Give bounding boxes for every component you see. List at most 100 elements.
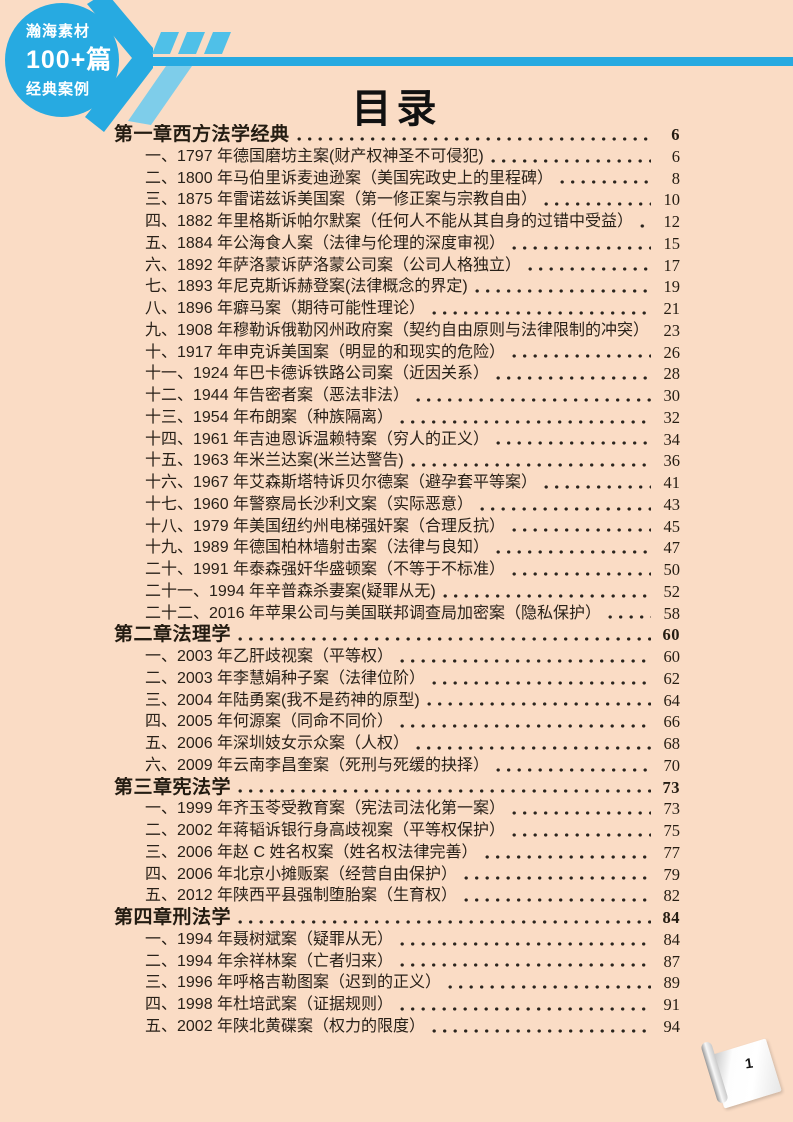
toc-item-row[interactable]: 十九、1989 年德国柏林墙射击案（法律与良知） 47 bbox=[114, 537, 680, 559]
toc-item-row-page-number: 26 bbox=[663, 342, 681, 362]
toc-item-row[interactable]: 八、1896 年癖马案（期待可能性理论） 21 bbox=[114, 298, 680, 320]
toc-chapter-row[interactable]: 第一章西方法学经典 6 bbox=[114, 124, 680, 146]
toc-item-row-label: 十四、1961 年吉迪恩诉温赖特案（穷人的正义） bbox=[145, 430, 490, 448]
page-title: 目录 bbox=[351, 87, 442, 131]
toc-item-row-page-number: 79 bbox=[663, 864, 681, 884]
toc-item-row[interactable]: 五、1884 年公海食人案（法律与伦理的深度审视） 15 bbox=[114, 233, 680, 255]
toc-item-row-page-number: 36 bbox=[663, 451, 681, 471]
dot-leader bbox=[238, 787, 651, 796]
toc-item-row[interactable]: 七、1893 年尼克斯诉赫登案(法律概念的界定) 19 bbox=[114, 276, 680, 298]
toc-chapter-row-page-number: 84 bbox=[662, 908, 680, 927]
toc-item-row[interactable]: 五、2012 年陕西平县强制堕胎案（生育权） 82 bbox=[114, 885, 680, 907]
toc-item-row[interactable]: 一、2003 年乙肝歧视案（平等权） 60 bbox=[114, 646, 680, 668]
toc-item-row[interactable]: 一、1994 年聂树斌案（疑罪从无） 84 bbox=[114, 929, 680, 951]
toc-item-row[interactable]: 一、1999 年齐玉苓受教育案（宪法司法化第一案） 73 bbox=[114, 798, 680, 820]
toc-item-row[interactable]: 九、1908 年穆勒诉俄勒冈州政府案（契约自由原则与法律限制的冲突） 23 bbox=[114, 320, 680, 342]
toc-chapter-row-label: 第四章刑法学 bbox=[114, 907, 232, 928]
toc-chapter-row-page-number: 73 bbox=[662, 777, 680, 797]
page-curl-icon: 1 bbox=[700, 1038, 790, 1114]
toc-list: 第一章西方法学经典 6 一、1797 年德国磨坊主案(财产权神圣不可侵犯) 6 二、18… bbox=[114, 124, 680, 1038]
toc-item-row-page-number: 21 bbox=[663, 299, 681, 318]
dot-leader bbox=[480, 504, 651, 513]
toc-item-row-page-number: 19 bbox=[663, 277, 681, 297]
toc-item-row-page-number: 73 bbox=[663, 799, 681, 819]
dot-leader bbox=[640, 221, 651, 230]
toc-item-row-label: 四、2005 年何源案（同命不同价） bbox=[145, 713, 394, 731]
toc-item-row[interactable]: 十三、1954 年布朗案（种族隔离） 32 bbox=[114, 407, 680, 429]
toc-item-row[interactable]: 三、1875 年雷诺兹诉美国案（第一修正案与宗教自由） 10 bbox=[114, 189, 680, 211]
toc-item-row[interactable]: 六、1892 年萨洛蒙诉萨洛蒙公司案（公司人格独立） 17 bbox=[114, 255, 680, 277]
toc-item-row[interactable]: 二十一、1994 年辛普森杀妻案(疑罪从无) 52 bbox=[114, 581, 680, 603]
dot-leader bbox=[512, 569, 651, 578]
dot-leader bbox=[490, 156, 651, 165]
toc-item-row-label: 五、2002 年陕北黄碟案（权力的限度） bbox=[145, 1017, 426, 1035]
toc-item-row[interactable]: 二十二、2016 年苹果公司与美国联邦调查局加密案（隐私保护） 58 bbox=[114, 603, 680, 625]
toc-item-row[interactable]: 三、2004 年陆勇案(我不是药神的原型) 64 bbox=[114, 690, 680, 712]
toc-item-row-page-number: 6 bbox=[671, 146, 680, 166]
toc-item-row[interactable]: 二十、1991 年泰森强奸华盛顿案（不等于不标准） 50 bbox=[114, 559, 680, 581]
toc-item-row[interactable]: 三、1996 年呼格吉勒图案（迟到的正义） 89 bbox=[114, 972, 680, 994]
stripe-icon bbox=[152, 32, 179, 54]
toc-item-row-page-number: 62 bbox=[663, 668, 681, 688]
stripe-icon bbox=[204, 32, 231, 54]
toc-chapter-row-page-number: 60 bbox=[662, 625, 680, 645]
toc-item-row-label: 五、1884 年公海食人案（法律与伦理的深度审视） bbox=[145, 234, 506, 252]
toc-item-row-label: 五、2006 年深圳妓女示众案（人权） bbox=[145, 735, 410, 752]
toc-item-row[interactable]: 二、1800 年马伯里诉麦迪逊案（美国宪政史上的里程碑） 8 bbox=[114, 168, 680, 190]
dot-leader bbox=[432, 678, 651, 687]
stripe-icon bbox=[178, 32, 205, 54]
toc-item-row[interactable]: 五、2006 年深圳妓女示众案（人权） 68 bbox=[114, 733, 680, 755]
toc-item-row[interactable]: 十一、1924 年巴卡德诉铁路公司案（近因关系） 28 bbox=[114, 363, 680, 385]
toc-item-row[interactable]: 十二、1944 年告密者案（恶法非法） 30 bbox=[114, 385, 680, 407]
toc-chapter-row[interactable]: 第四章刑法学 84 bbox=[114, 907, 680, 929]
toc-item-row[interactable]: 十四、1961 年吉迪恩诉温赖特案（穷人的正义） 34 bbox=[114, 429, 680, 451]
toc-item-row[interactable]: 二、2002 年蒋韬诉银行身高歧视案（平等权保护） 75 bbox=[114, 820, 680, 842]
toc-item-row[interactable]: 十七、1960 年警察局长沙利文案（实际恶意） 43 bbox=[114, 494, 680, 516]
toc-item-row-page-number: 60 bbox=[663, 647, 681, 666]
toc-item-row[interactable]: 四、1882 年里格斯诉帕尔默案（任何人不能从其自身的过错中受益） 12 bbox=[114, 211, 680, 233]
toc-item-row-page-number: 32 bbox=[663, 407, 681, 427]
toc-item-row[interactable]: 四、1998 年杜培武案（证据规则） 91 bbox=[114, 994, 680, 1016]
toc-item-row-label: 六、1892 年萨洛蒙诉萨洛蒙公司案（公司人格独立） bbox=[145, 256, 522, 274]
toc-chapter-row-label: 第三章宪法学 bbox=[114, 776, 232, 798]
dot-leader bbox=[560, 178, 651, 187]
toc-item-row[interactable]: 十五、1963 年米兰达案(米兰达警告) 36 bbox=[114, 450, 680, 472]
toc-chapter-row[interactable]: 第三章宪法学 73 bbox=[114, 777, 680, 799]
toc-item-row[interactable]: 二、2003 年李慧娟种子案（法律位阶） 62 bbox=[114, 668, 680, 690]
toc-chapter-row-label: 第一章西方法学经典 bbox=[114, 124, 290, 145]
toc-item-row-label: 三、1996 年呼格吉勒图案（迟到的正义） bbox=[145, 974, 442, 992]
toc-item-row[interactable]: 十六、1967 年艾森斯塔特诉贝尔德案（避孕套平等案） 41 bbox=[114, 472, 680, 494]
toc-item-row-page-number: 52 bbox=[663, 581, 681, 601]
badge-subtitle: 经典案例 bbox=[26, 80, 91, 98]
dot-leader bbox=[608, 613, 651, 622]
toc-item-row[interactable]: 二、1994 年余祥林案（亡者归来） 87 bbox=[114, 951, 680, 973]
badge-brand-name: 瀚海素材 bbox=[26, 22, 91, 40]
dot-leader bbox=[512, 830, 651, 839]
dot-leader bbox=[484, 852, 651, 861]
dot-leader bbox=[512, 526, 651, 535]
toc-item-row-page-number: 58 bbox=[663, 603, 681, 623]
toc-item-row-label: 一、1797 年德国磨坊主案(财产权神圣不可侵犯) bbox=[145, 147, 484, 165]
toc-item-row-label: 四、2006 年北京小摊贩案（经营自由保护） bbox=[145, 865, 458, 883]
toc-item-row-label: 六、2009 年云南李昌奎案（死刑与死缓的抉择） bbox=[145, 756, 490, 774]
toc-item-row-label: 一、2003 年乙肝歧视案（平等权） bbox=[145, 648, 394, 665]
toc-item-row-page-number: 87 bbox=[663, 951, 681, 971]
dot-leader bbox=[496, 374, 651, 382]
toc-item-row-page-number: 66 bbox=[663, 712, 681, 732]
toc-item-row-page-number: 70 bbox=[663, 755, 681, 775]
toc-item-row-label: 二十二、2016 年苹果公司与美国联邦调查局加密案（隐私保护） bbox=[145, 604, 602, 622]
toc-item-row[interactable]: 三、2006 年赵 C 姓名权案（姓名权法律完善） 77 bbox=[114, 842, 680, 864]
toc-item-row[interactable]: 十八、1979 年美国纽约州电梯强奸案（合理反抗） 45 bbox=[114, 516, 680, 538]
toc-item-row-page-number: 77 bbox=[663, 842, 681, 862]
toc-item-row[interactable]: 十、1917 年申克诉美国案（明显的和现实的危险） 26 bbox=[114, 342, 680, 364]
toc-item-row[interactable]: 六、2009 年云南李昌奎案（死刑与死缓的抉择） 70 bbox=[114, 755, 680, 777]
toc-item-row-page-number: 30 bbox=[663, 386, 681, 405]
toc-item-row-page-number: 15 bbox=[663, 233, 681, 253]
toc-chapter-row[interactable]: 第二章法理学 60 bbox=[114, 624, 680, 646]
toc-item-row[interactable]: 一、1797 年德国磨坊主案(财产权神圣不可侵犯) 6 bbox=[114, 146, 680, 168]
toc-item-row[interactable]: 四、2005 年何源案（同命不同价） 66 bbox=[114, 711, 680, 733]
toc-item-row[interactable]: 四、2006 年北京小摊贩案（经营自由保护） 79 bbox=[114, 864, 680, 886]
dot-leader bbox=[544, 200, 651, 208]
toc-item-row-page-number: 89 bbox=[663, 973, 681, 993]
toc-item-row[interactable]: 五、2002 年陕北黄碟案（权力的限度） 94 bbox=[114, 1016, 680, 1038]
